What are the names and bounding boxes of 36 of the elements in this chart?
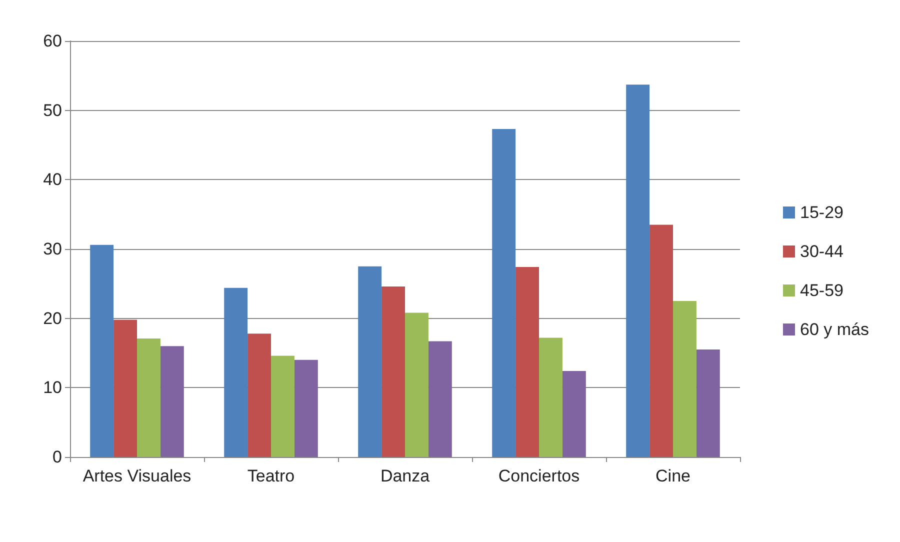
x-tick-label: Danza bbox=[380, 466, 430, 486]
bar bbox=[271, 356, 294, 457]
legend-label: 60 y más bbox=[800, 320, 869, 339]
x-tick-label: Teatro bbox=[247, 466, 295, 486]
legend-label: 30-44 bbox=[800, 242, 844, 261]
bar bbox=[492, 129, 516, 457]
bar bbox=[114, 320, 137, 457]
bar bbox=[248, 334, 271, 457]
legend-label: 45-59 bbox=[800, 281, 844, 300]
y-tick-label: 50 bbox=[43, 100, 62, 120]
bar bbox=[358, 266, 382, 457]
bar bbox=[428, 341, 452, 457]
bar bbox=[160, 346, 184, 457]
y-tick-label: 20 bbox=[43, 308, 62, 328]
y-tick-label: 10 bbox=[43, 378, 62, 398]
bar bbox=[696, 350, 720, 457]
bar bbox=[382, 286, 405, 457]
y-tick-label: 40 bbox=[43, 170, 62, 190]
bar bbox=[405, 312, 428, 457]
bar bbox=[516, 267, 539, 457]
x-tick-label: Artes Visuales bbox=[82, 466, 192, 486]
x-tick-label: Cine bbox=[656, 466, 690, 486]
bar bbox=[224, 288, 248, 457]
bar bbox=[294, 360, 318, 457]
y-tick-label: 60 bbox=[43, 32, 62, 50]
x-tick-label: Conciertos bbox=[498, 466, 580, 486]
y-tick-label: 30 bbox=[43, 240, 62, 258]
bar bbox=[90, 244, 114, 457]
bar bbox=[626, 84, 650, 457]
legend-label: 15-29 bbox=[800, 203, 844, 222]
bar bbox=[673, 301, 696, 457]
y-tick-label: 0 bbox=[52, 448, 62, 466]
bar bbox=[562, 371, 586, 457]
bar bbox=[650, 224, 673, 457]
bar bbox=[539, 338, 562, 457]
bar bbox=[137, 338, 160, 457]
